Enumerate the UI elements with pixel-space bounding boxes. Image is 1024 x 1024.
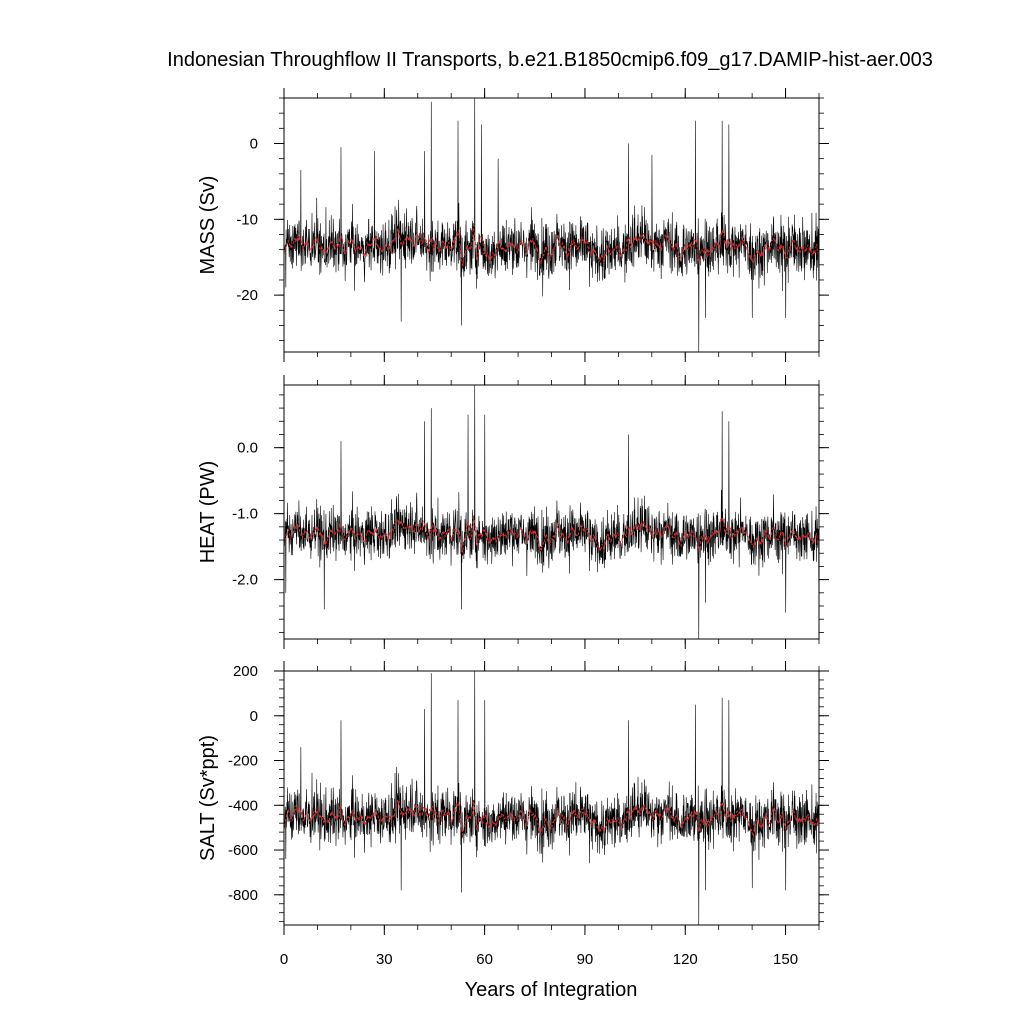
heat-plot-frame (283, 384, 820, 640)
mass-panel: MASS (Sv) 0 -10 -20 (197, 88, 829, 362)
mass-y-tick-label: -10 (236, 211, 258, 228)
heat-y-tick-label: -1.0 (232, 506, 258, 523)
x-tick-label: 0 (280, 951, 288, 968)
salt-y-axis-label: SALT (Sv*ppt) (197, 735, 219, 861)
heat-y-axis-label: HEAT (PW) (197, 461, 219, 564)
salt-plot-frame (283, 670, 820, 926)
salt-y-tick-label: 200 (233, 663, 258, 680)
x-tick-label: 60 (476, 951, 493, 968)
salt-y-tick-label: -200 (228, 753, 258, 770)
heat-panel: HEAT (PW) 0.0 -1.0 -2.0 (197, 375, 829, 649)
mass-y-tick-label: 0 (250, 135, 258, 152)
x-tick-label: 120 (673, 951, 698, 968)
mass-smoothed-series (284, 227, 819, 267)
salt-smoothed-series (284, 798, 819, 837)
salt-panel: SALT (Sv*ppt) 200 0 -200 -400 -600 -800 (197, 661, 829, 935)
heat-y-tick-label: -2.0 (232, 572, 258, 589)
salt-y-tick-label: -400 (228, 797, 258, 814)
mass-plot-frame (283, 97, 820, 353)
x-tick-label: 30 (376, 951, 393, 968)
salt-y-tick-label: 0 (250, 708, 258, 725)
mass-y-axis-label: MASS (Sv) (197, 176, 219, 275)
mass-monthly-series (284, 98, 819, 352)
x-axis: 0 30 60 90 120 150 (280, 951, 798, 968)
x-tick-label: 150 (773, 951, 798, 968)
heat-y-tick-label: 0.0 (237, 440, 258, 457)
heat-monthly-series (284, 385, 819, 639)
heat-smoothed-series (284, 515, 819, 554)
chart-title: Indonesian Throughflow II Transports, b.… (167, 49, 933, 71)
salt-y-tick-label: -600 (228, 842, 258, 859)
x-tick-label: 90 (577, 951, 594, 968)
salt-y-tick-label: -800 (228, 887, 258, 904)
mass-y-tick-label: -20 (236, 287, 258, 304)
salt-monthly-series (284, 671, 819, 925)
x-axis-label: Years of Integration (465, 979, 638, 1001)
